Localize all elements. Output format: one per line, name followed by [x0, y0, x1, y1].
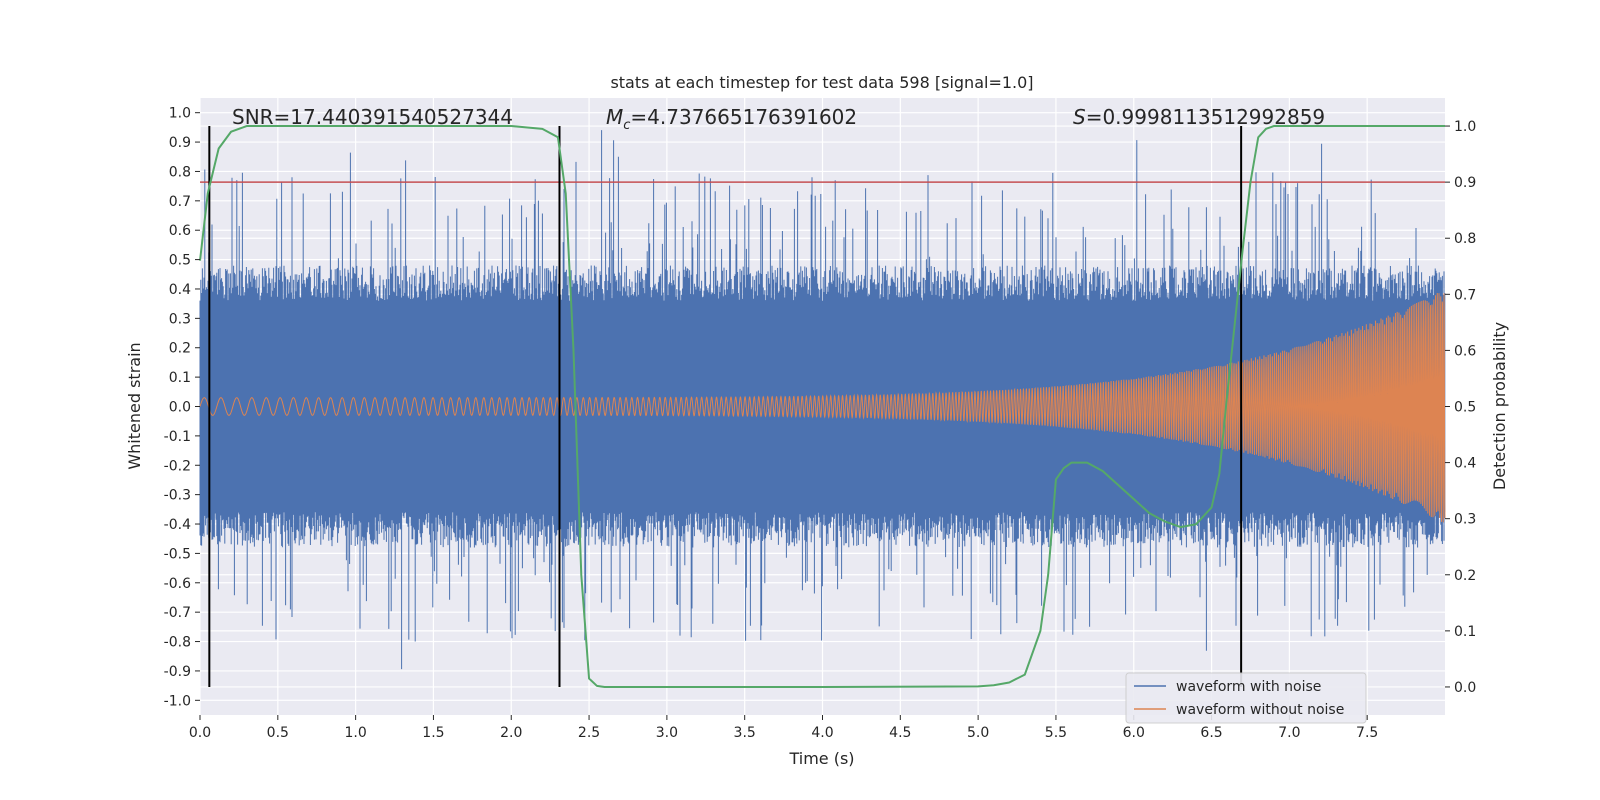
s-value: =0.9998113512992859 — [1086, 105, 1325, 129]
y-tick-label-right: 0.7 — [1454, 287, 1476, 303]
series-waveform-without-noise — [199, 292, 1446, 523]
x-tick-label: 5.0 — [967, 725, 989, 741]
s-symbol: S — [1073, 105, 1086, 129]
x-tick-label: 6.5 — [1200, 725, 1222, 741]
y-tick-label-right: 0.8 — [1454, 231, 1476, 247]
mc-subscript: c — [623, 118, 630, 133]
chart-title: stats at each timestep for test data 598… — [610, 73, 1033, 92]
y-tick-label-left: -0.5 — [164, 546, 191, 562]
x-tick-label: 4.0 — [811, 725, 833, 741]
y-tick-label-right: 0.9 — [1454, 175, 1476, 191]
y-tick-label-left: 0.7 — [169, 194, 191, 210]
x-tick-label: 3.5 — [734, 725, 756, 741]
x-tick-label: 0.5 — [267, 725, 289, 741]
y-tick-label-left: -0.9 — [164, 664, 191, 680]
x-tick-label: 7.5 — [1356, 725, 1378, 741]
y-axis-label-left: Whitened strain — [125, 342, 144, 469]
x-tick-label: 1.0 — [344, 725, 366, 741]
y-tick-label-right: 0.5 — [1454, 400, 1476, 416]
ticks: 0.0 0.5 1.0 1.5 2.0 2.5 3.0 3.5 4.0 4.5 5.0 5.5 6.0 6… — [164, 106, 1477, 741]
y-tick-label-left: -0.2 — [164, 458, 191, 474]
x-tick-label: 3.0 — [656, 725, 678, 741]
overlay — [199, 125, 1445, 688]
legend-box — [1125, 672, 1367, 724]
y-tick-label-left: -1.0 — [164, 693, 191, 709]
y-tick-label-left: 0.1 — [169, 370, 191, 386]
y-tick-label-left: 0.2 — [169, 341, 191, 357]
legend-label-noise: waveform with noise — [1176, 679, 1321, 695]
x-axis-label: Time (s) — [788, 749, 854, 768]
clean-waveform-path — [199, 292, 1446, 523]
y-tick-label-left: -0.8 — [164, 635, 191, 651]
mc-symbol: M — [606, 105, 623, 129]
y-tick-label-left: 0.6 — [169, 223, 191, 239]
y-tick-label-left: -0.7 — [164, 605, 191, 621]
x-tick-label: 0.0 — [189, 725, 211, 741]
y-tick-label-right: 1.0 — [1454, 119, 1476, 135]
y-axis-label-right: Detection probability — [1490, 322, 1509, 490]
x-tick-label: 2.0 — [500, 725, 522, 741]
x-tick-label: 7.0 — [1278, 725, 1300, 741]
y-tick-label-left: -0.6 — [164, 576, 191, 592]
legend: waveform with noise waveform without noi… — [1125, 672, 1367, 724]
y-tick-label-right: 0.2 — [1454, 568, 1476, 584]
y-tick-label-right: 0.1 — [1454, 624, 1476, 640]
mc-annotation: Mc=4.737665176391602 — [606, 105, 857, 133]
x-tick-label: 1.5 — [422, 725, 444, 741]
x-tick-label: 4.5 — [889, 725, 911, 741]
y-tick-label-left: -0.1 — [164, 429, 191, 445]
y-tick-label-left: 0.8 — [169, 164, 191, 180]
y-tick-label-left: 0.0 — [169, 400, 191, 416]
y-tick-label-left: 0.3 — [169, 311, 191, 327]
y-tick-label-left: 0.4 — [169, 282, 191, 298]
snr-annotation: SNR=17.440391540527344 — [232, 105, 513, 129]
y-tick-label-left: -0.4 — [164, 517, 191, 533]
s-annotation: S=0.9998113512992859 — [1073, 105, 1325, 129]
y-tick-label-left: 0.5 — [169, 253, 191, 269]
y-tick-label-right: 0.6 — [1454, 343, 1476, 359]
x-tick-label: 5.5 — [1045, 725, 1067, 741]
y-tick-label-right: 0.0 — [1454, 680, 1476, 696]
legend-label-clean: waveform without noise — [1176, 702, 1344, 718]
y-tick-label-right: 0.3 — [1454, 512, 1476, 528]
mc-value: =4.737665176391602 — [630, 105, 857, 129]
detection-probability-line — [199, 125, 1445, 688]
x-tick-label: 6.0 — [1123, 725, 1145, 741]
y-tick-label-left: 1.0 — [169, 106, 191, 122]
y-tick-label-left: 0.9 — [169, 135, 191, 151]
x-tick-label: 2.5 — [578, 725, 600, 741]
y-tick-label-right: 0.4 — [1454, 456, 1476, 472]
y-tick-label-left: -0.3 — [164, 488, 191, 504]
